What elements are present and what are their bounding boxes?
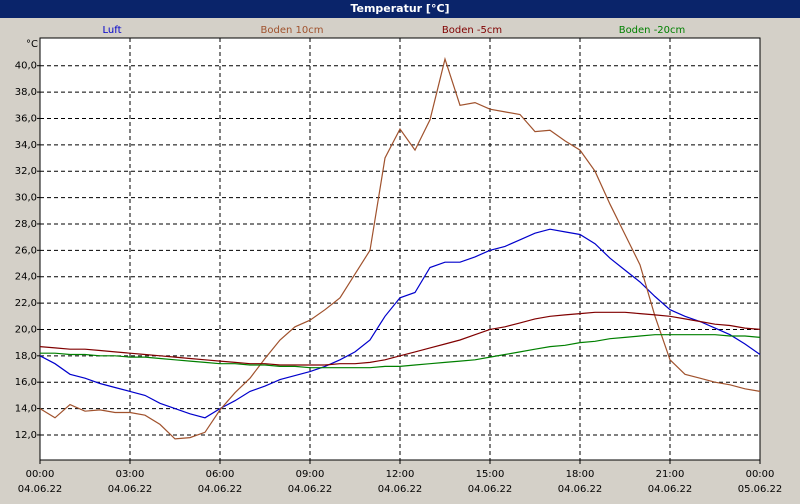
legend-entry: Luft <box>103 25 122 36</box>
y-tick-label: 32,0 <box>15 166 37 177</box>
x-tick-date: 04.06.22 <box>108 484 153 495</box>
y-tick-label: 12,0 <box>15 430 37 441</box>
x-tick-date: 04.06.22 <box>468 484 513 495</box>
x-tick-label: 21:00 <box>656 469 685 480</box>
legend-entry: Boden -20cm <box>619 25 686 36</box>
x-tick-date: 04.06.22 <box>288 484 333 495</box>
y-tick-label: 26,0 <box>15 245 37 256</box>
x-tick-date: 04.06.22 <box>648 484 693 495</box>
y-tick-label: 20,0 <box>15 324 37 335</box>
series-line <box>39 56 761 440</box>
x-tick-label: 09:00 <box>296 469 325 480</box>
y-tick-label: 18,0 <box>15 351 37 362</box>
x-tick-date: 04.06.22 <box>378 484 423 495</box>
x-tick-label: 03:00 <box>116 469 145 480</box>
x-tick-label: 12:00 <box>386 469 415 480</box>
x-tick-label: 15:00 <box>476 469 505 480</box>
y-tick-label: 16,0 <box>15 377 37 388</box>
y-tick-label: 14,0 <box>15 404 37 415</box>
chart-title: Temperatur [°C] <box>350 2 449 15</box>
x-tick-date: 04.06.22 <box>18 484 63 495</box>
y-tick-label: 28,0 <box>15 219 37 230</box>
x-tick-label: 18:00 <box>566 469 595 480</box>
x-tick-date: 04.06.22 <box>558 484 603 495</box>
y-tick-label: 34,0 <box>15 140 37 151</box>
y-tick-label: 24,0 <box>15 272 37 283</box>
x-tick-label: 00:00 <box>746 469 775 480</box>
x-tick-date: 04.06.22 <box>198 484 243 495</box>
legend-entry: Boden -5cm <box>442 25 502 36</box>
y-tick-label: 36,0 <box>15 113 37 124</box>
x-tick-date: 05.06.22 <box>738 484 783 495</box>
series-line <box>39 228 761 419</box>
legend-entry: Boden 10cm <box>261 25 324 36</box>
y-axis-label: °C <box>26 39 38 50</box>
series-line <box>40 334 761 369</box>
y-tick-label: 30,0 <box>15 193 37 204</box>
x-tick-label: 00:00 <box>26 469 55 480</box>
y-tick-label: 38,0 <box>15 87 37 98</box>
series-line <box>39 311 761 366</box>
y-tick-label: 40,0 <box>15 61 37 72</box>
y-tick-label: 22,0 <box>15 298 37 309</box>
x-tick-label: 06:00 <box>206 469 235 480</box>
title-bar <box>0 0 800 18</box>
